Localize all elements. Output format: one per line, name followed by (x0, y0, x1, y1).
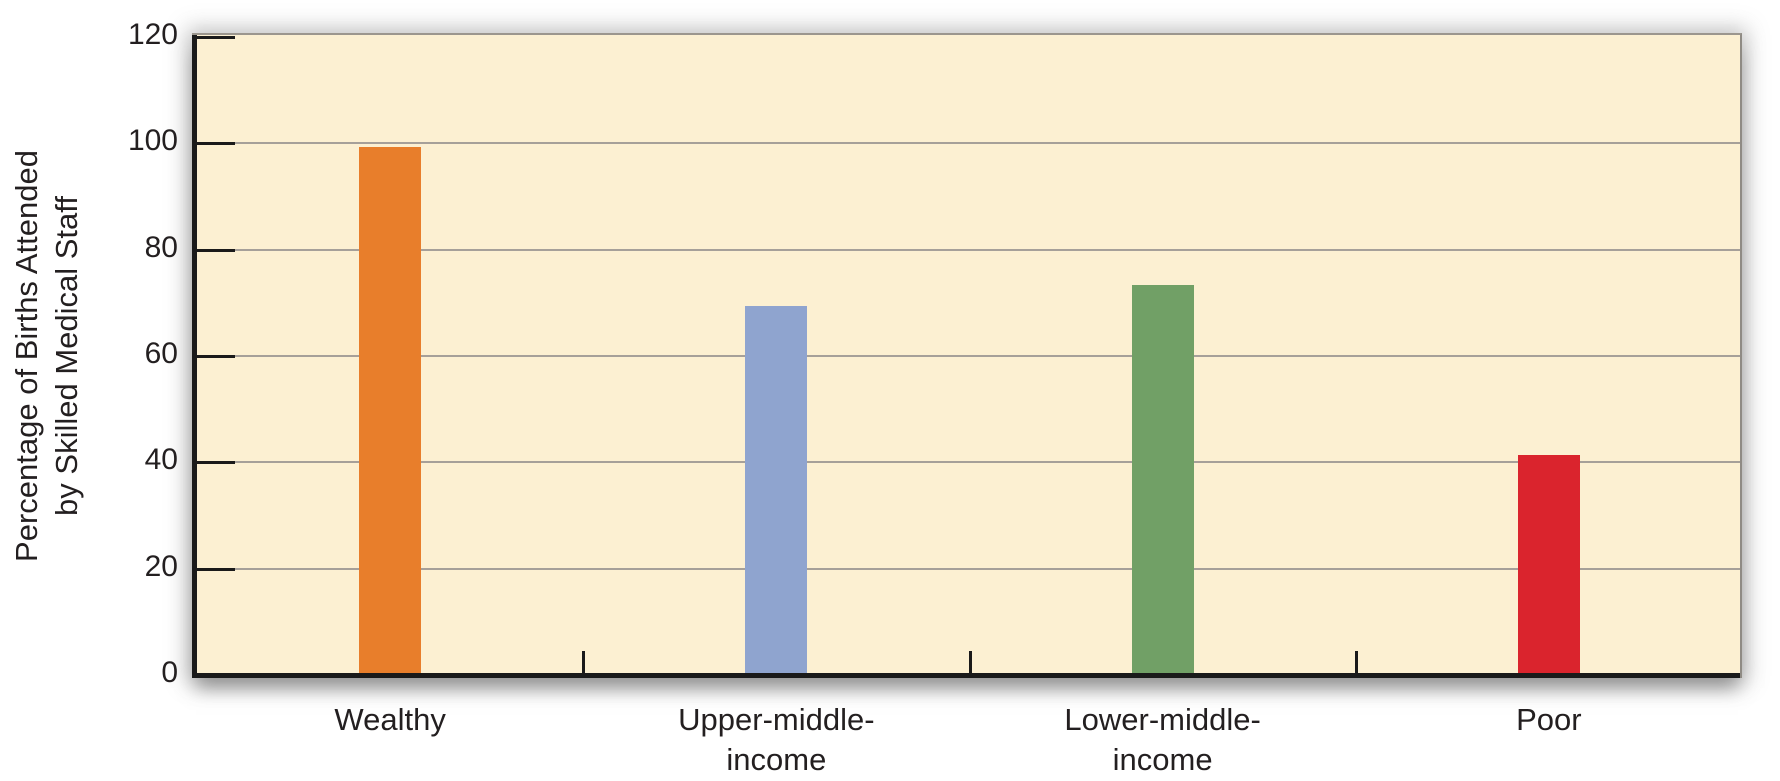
gridline-60 (197, 355, 1740, 357)
y-tick-label-100: 100 (127, 124, 178, 158)
y-axis-line (192, 35, 197, 678)
y-axis-title: Percentage of Births Attended by Skilled… (7, 150, 87, 562)
y-tick-label-0: 0 (161, 656, 178, 689)
gridline-100 (197, 142, 1740, 145)
x-axis-tick-2 (968, 651, 972, 673)
x-category-label-wealthy: Wealthy (230, 700, 550, 740)
x-axis-tick-1 (582, 651, 586, 673)
gridline-20 (197, 567, 1740, 570)
bar-wealthy (359, 146, 422, 673)
y-axis-tick-80 (197, 248, 235, 252)
x-category-label-lower-middle-income: Lower-middle-income (1003, 700, 1323, 780)
gridline-40 (197, 461, 1740, 464)
y-tick-label-20: 20 (144, 549, 178, 583)
x-axis-line (192, 673, 1740, 678)
y-axis-title-line2: by Skilled Medical Staff (49, 196, 84, 516)
gridline-80 (197, 248, 1740, 251)
y-axis-tick-40 (197, 461, 235, 465)
y-axis-tick-100 (197, 142, 235, 146)
y-tick-label-120: 120 (127, 18, 178, 51)
x-category-label-line: Wealthy (334, 702, 446, 737)
x-category-label-line: Poor (1516, 702, 1582, 737)
y-axis-tick-20 (197, 567, 235, 571)
y-tick-label-60: 60 (144, 337, 178, 370)
y-axis-title-line1: Percentage of Births Attended (9, 150, 44, 562)
x-category-label-line: Lower-middle- (1064, 702, 1261, 737)
bar-poor (1517, 455, 1580, 673)
bar-upper-middle-income (745, 306, 808, 673)
bar-lower-middle-income (1131, 284, 1194, 673)
y-axis-tick-60 (197, 355, 235, 358)
y-tick-label-80: 80 (144, 230, 178, 264)
plot-area (192, 33, 1742, 678)
x-category-label-line: Upper-middle- (678, 702, 875, 737)
x-category-label-line: income (726, 742, 827, 777)
x-axis-tick-3 (1354, 651, 1358, 673)
x-category-label-line: income (1112, 742, 1213, 777)
y-tick-label-40: 40 (144, 443, 178, 477)
x-category-label-poor: Poor (1389, 700, 1709, 740)
y-axis-tick-120 (197, 36, 235, 39)
x-category-label-upper-middle-income: Upper-middle-income (616, 700, 936, 780)
